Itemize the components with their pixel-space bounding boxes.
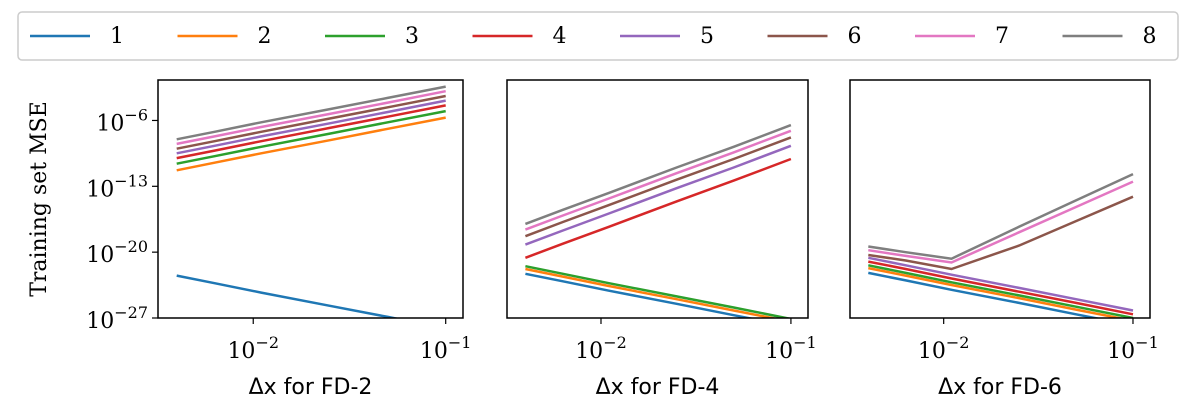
line-series <box>176 109 446 165</box>
x-tick-label: 10−2 <box>918 333 970 365</box>
y-tick-label: 10−20 <box>86 237 148 269</box>
y-tick-label: 10−6 <box>96 105 148 137</box>
line-series <box>868 271 1102 318</box>
y-tick-label: 10−13 <box>86 171 148 203</box>
x-axis-label: Δx for FD-6 <box>938 375 1062 400</box>
line-series <box>176 104 446 160</box>
line-series <box>525 264 792 318</box>
line-series <box>525 267 779 318</box>
x-tick-label: 10−2 <box>575 333 627 365</box>
axes-frame <box>849 79 1151 319</box>
x-tick-label: 10−2 <box>227 333 279 365</box>
y-tick-label: 10−27 <box>86 303 148 335</box>
line-series <box>524 157 792 259</box>
line-series <box>868 180 1134 264</box>
plot-lines <box>868 172 1134 318</box>
line-series <box>868 172 1134 260</box>
line-series <box>524 123 792 226</box>
legend-label: 1 <box>110 24 124 49</box>
line-series <box>524 136 792 238</box>
x-tick-label: 10−1 <box>765 333 817 365</box>
plot-lines <box>176 85 446 318</box>
line-series <box>868 260 1134 316</box>
x-axis-label: Δx for FD-2 <box>249 375 373 400</box>
legend-label: 7 <box>995 24 1009 49</box>
line-series <box>524 129 792 231</box>
line-series <box>176 116 446 172</box>
legend-label: 6 <box>848 24 862 49</box>
line-series <box>176 99 446 155</box>
line-series <box>868 266 1126 318</box>
legend-label: 8 <box>1143 24 1157 49</box>
plot-lines <box>524 123 792 318</box>
x-tick-label: 10−1 <box>420 333 472 365</box>
line-series <box>868 195 1134 271</box>
legend-label: 4 <box>553 24 567 49</box>
line-series <box>176 89 446 146</box>
line-series <box>176 274 400 318</box>
line-series <box>868 256 1134 312</box>
legend-label: 3 <box>405 24 419 49</box>
x-tick-label: 10−1 <box>1107 333 1159 365</box>
legend-label: 2 <box>258 24 272 49</box>
axes-frame <box>157 79 464 319</box>
line-series <box>524 144 792 246</box>
line-series <box>176 85 446 141</box>
axes-frame <box>506 79 809 319</box>
y-axis-label: Training set MSE <box>27 101 52 297</box>
legend-box <box>17 11 1179 61</box>
x-axis-label: Δx for FD-4 <box>596 375 720 400</box>
legend-label: 5 <box>700 24 714 49</box>
line-series <box>525 272 755 318</box>
line-series <box>176 94 446 150</box>
line-series <box>868 264 1134 318</box>
